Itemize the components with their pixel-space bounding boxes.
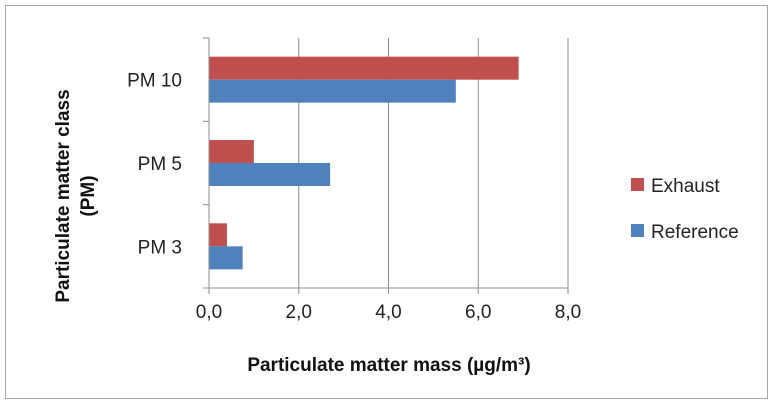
bar-reference-pm10: [209, 79, 456, 103]
bar-reference-pm5: [209, 163, 331, 186]
legend: Exhaust Reference: [631, 176, 739, 243]
x-tick-label: 8,0: [555, 302, 581, 323]
bar-exhaust-pm10: [209, 56, 519, 80]
bar-exhaust-pm5: [209, 140, 254, 163]
x-tick-label: 0,0: [196, 302, 222, 323]
y-axis-title-line-2: (PM): [78, 175, 99, 216]
bar-reference-pm3: [209, 246, 243, 270]
bars: [209, 56, 519, 270]
y-tick-label: PM 10: [127, 71, 182, 92]
y-tick-labels: PM 10 PM 5 PM 3: [127, 71, 182, 259]
legend-label-reference: Reference: [651, 222, 739, 243]
axes: [203, 37, 569, 294]
y-tick-label: PM 3: [138, 237, 182, 258]
x-tick-label: 6,0: [465, 302, 491, 323]
x-tick-label: 4,0: [375, 302, 401, 323]
y-tick-label: PM 5: [138, 154, 182, 175]
x-tick-label: 2,0: [286, 302, 312, 323]
legend-swatch-exhaust: [631, 178, 644, 191]
y-axis-title: Particulate matter class: [53, 89, 74, 302]
bar-exhaust-pm3: [209, 223, 227, 247]
x-axis-title: Particulate matter mass (µg/m³): [247, 355, 530, 376]
legend-swatch-reference: [631, 224, 644, 237]
legend-label-exhaust: Exhaust: [651, 176, 720, 197]
x-tick-labels: 0,0 2,0 4,0 6,0 8,0: [196, 302, 581, 323]
